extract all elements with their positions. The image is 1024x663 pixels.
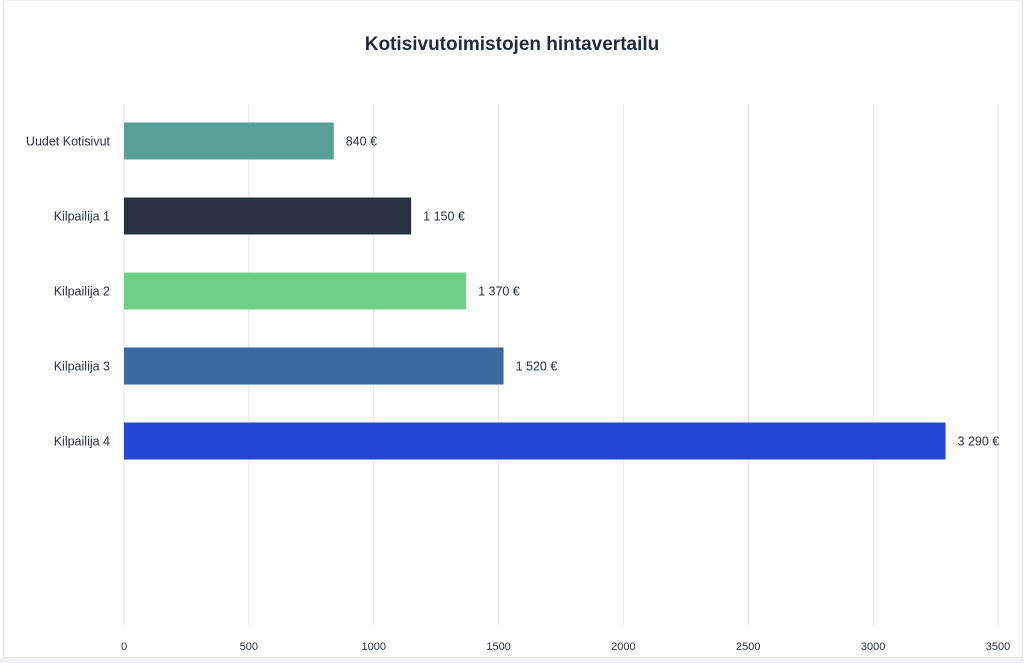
- data-label: 1 520 €: [516, 360, 558, 374]
- category-label: Kilpailija 2: [54, 285, 110, 299]
- x-tick-label: 3500: [986, 641, 1010, 653]
- data-label: 1 370 €: [478, 285, 520, 299]
- bottom-strip: [0, 658, 1024, 663]
- category-label: Uudet Kotisivut: [26, 135, 111, 149]
- category-label: Kilpailija 4: [54, 435, 110, 449]
- category-label: Kilpailija 3: [54, 360, 110, 374]
- bar: [124, 272, 467, 310]
- x-tick-label: 500: [240, 641, 258, 653]
- bar: [124, 122, 334, 160]
- x-tick-label: 1500: [486, 641, 510, 653]
- chart-title: Kotisivutoimistojen hintavertailu: [364, 34, 660, 55]
- x-tick-label: 1000: [361, 641, 385, 653]
- data-label: 1 150 €: [423, 210, 465, 224]
- bar: [124, 197, 412, 235]
- x-tick-label: 0: [121, 641, 127, 653]
- bar: [124, 347, 504, 385]
- data-label: 3 290 €: [958, 435, 1000, 449]
- bar: [124, 422, 946, 460]
- x-tick-label: 3000: [861, 641, 885, 653]
- x-tick-label: 2500: [736, 641, 760, 653]
- data-label: 840 €: [346, 135, 377, 149]
- x-tick-label: 2000: [611, 641, 635, 653]
- category-label: Kilpailija 1: [54, 210, 110, 224]
- chart-frame: [3, 0, 1023, 658]
